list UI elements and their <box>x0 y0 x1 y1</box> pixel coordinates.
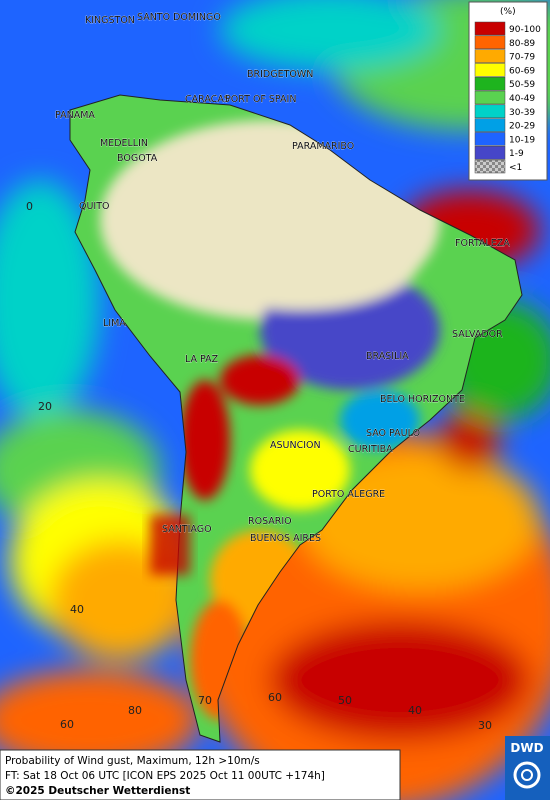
city-label: KINGSTON <box>85 15 135 26</box>
legend-label: 10-19 <box>509 135 535 145</box>
city-label: ASUNCION <box>270 440 321 451</box>
city-label: QUITO <box>79 201 110 212</box>
labels: KINGSTON SANTO DOMINGOBRIDGETOWNCARACASPO… <box>26 12 510 732</box>
legend-label: 90-100 <box>509 25 541 35</box>
copyright: ©2025 Deutscher Wetterdienst <box>5 785 190 797</box>
legend-swatch <box>474 132 506 146</box>
city-label: PORTO ALEGRE <box>312 489 385 500</box>
legend-label: 20-29 <box>509 122 535 132</box>
legend-label: 30-39 <box>509 108 535 118</box>
city-label: CARACAS <box>185 94 230 105</box>
lat-label: 20 <box>38 400 52 413</box>
city-label: ROSARIO <box>248 516 292 527</box>
legend-swatch <box>474 104 506 119</box>
city-label: BELO HORIZONTE <box>380 394 465 405</box>
legend-label: 50-59 <box>509 80 535 90</box>
legend-swatch <box>474 35 506 50</box>
legend-swatch <box>474 145 506 160</box>
city-label: SAO PAULO <box>366 428 420 439</box>
lon-label: 60 <box>268 691 282 704</box>
legend: (%) 90-100 80-89 70-79 60-69 50-59 40-49 30-39… <box>468 1 548 181</box>
city-label: LIMA <box>103 318 126 329</box>
legend-label: 60-69 <box>509 66 535 76</box>
lat-label: 40 <box>70 603 84 616</box>
city-label: BRIDGETOWN <box>247 69 313 80</box>
legend-label: 40-49 <box>509 94 535 104</box>
city-label: PARAMARIBO <box>292 141 354 152</box>
legend-label: <1 <box>509 163 522 173</box>
legend-title: (%) <box>500 7 516 17</box>
city-label: FORTALEZA <box>455 238 510 249</box>
city-label: CURITIBA <box>348 444 393 455</box>
lon-label: 40 <box>408 704 422 717</box>
lon-label: 70 <box>198 694 212 707</box>
legend-swatch <box>474 21 506 36</box>
lat-label: 0 <box>26 200 33 213</box>
legend-label: 1-9 <box>509 149 524 159</box>
city-label: MEDELLIN <box>100 138 148 149</box>
footer-line: Probability of Wind gust, Maximum, 12h >… <box>5 755 260 767</box>
city-label: BOGOTA <box>117 153 158 164</box>
city-label: LA PAZ <box>185 354 219 365</box>
city-label: SALVADOR <box>452 329 503 340</box>
lon-label: 30 <box>478 719 492 732</box>
legend-swatch <box>474 159 506 174</box>
legend-swatch <box>474 63 506 77</box>
legend-swatch <box>474 49 506 63</box>
legend-label: 70-79 <box>509 53 535 63</box>
city-label: PORT OF SPAIN <box>225 94 296 105</box>
lat-label: 60 <box>60 718 74 731</box>
footer-line: FT: Sat 18 Oct 06 UTC [ICON EPS 2025 Oct… <box>5 770 325 782</box>
lon-label: 80 <box>128 704 142 717</box>
legend-label: 80-89 <box>509 39 535 49</box>
legend-swatch <box>474 90 506 105</box>
city-label: SANTIAGO <box>162 524 212 535</box>
city-label: PANAMA <box>55 110 95 121</box>
city-label: SANTO DOMINGO <box>137 12 221 23</box>
lon-label: 50 <box>338 694 352 707</box>
footer: Probability of Wind gust, Maximum, 12h >… <box>0 749 401 800</box>
legend-swatch <box>474 76 506 91</box>
legend-swatch <box>474 118 506 132</box>
logo-text: DWD <box>510 741 543 755</box>
city-label: BUENOS AIRES <box>250 533 321 544</box>
city-label: BRASILIA <box>366 351 409 362</box>
logo: DWD <box>505 736 550 800</box>
